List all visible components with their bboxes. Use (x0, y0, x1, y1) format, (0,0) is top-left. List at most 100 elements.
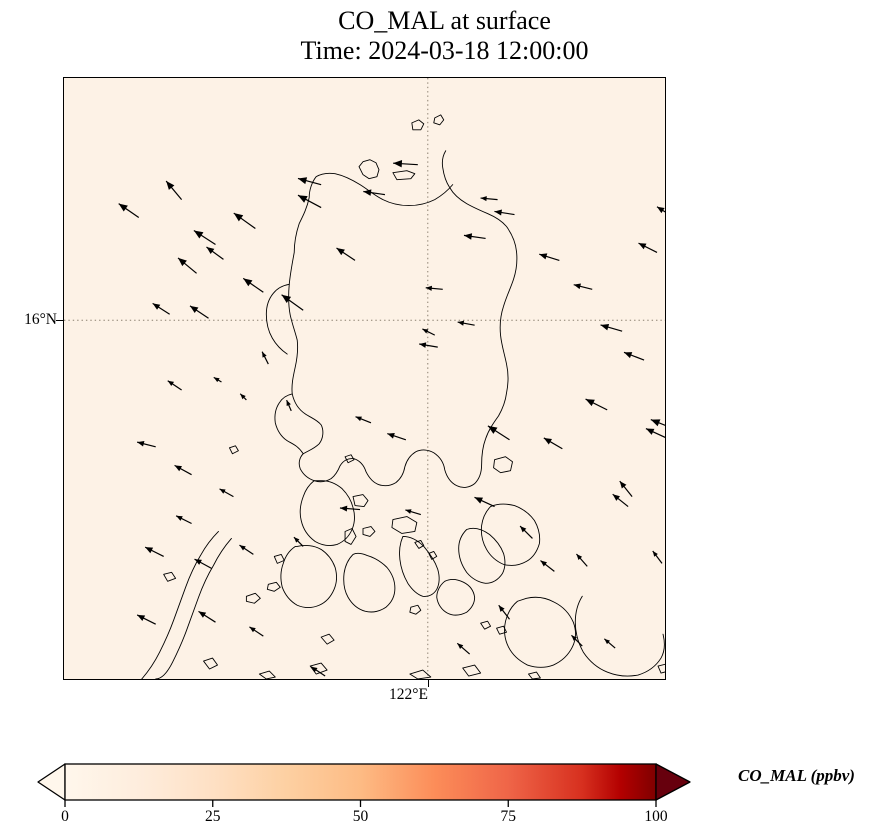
wind-arrow (144, 546, 164, 557)
coastline-catanduanes (493, 456, 513, 474)
coastlines (141, 114, 665, 679)
coastline-romblon (362, 526, 376, 537)
wind-arrow (419, 342, 438, 348)
wind-arrow (242, 277, 264, 293)
map-canvas (64, 78, 665, 679)
coastline-masbate (391, 516, 418, 534)
coastline-marinduque (352, 494, 369, 508)
wind-arrow (219, 488, 234, 498)
wind-arrow (310, 666, 326, 677)
wind-arrow (363, 189, 386, 196)
wind-arrow (152, 302, 170, 315)
coastline-islet-11 (273, 553, 285, 564)
wind-arrow (198, 610, 216, 623)
wind-arrow (619, 480, 633, 497)
coastline-sulu-2 (309, 662, 328, 675)
coastline-tablas (344, 528, 357, 545)
wind-arrow (213, 376, 222, 383)
coastline-sulu-1 (258, 670, 276, 679)
wind-arrow (249, 626, 264, 637)
colorbar-tick-label-25: 25 (205, 808, 221, 825)
wind-arrow (494, 209, 515, 216)
wind-arrow (387, 433, 407, 441)
wind-arrow (645, 427, 665, 439)
x-axis-label-122e: 122°E (389, 686, 428, 703)
colorbar-area[interactable]: 0 25 50 75 100 CO_MAL (ppbv) (0, 752, 889, 836)
coastline-negros (343, 552, 396, 613)
wind-arrow (498, 604, 510, 620)
coastline-luzon-west (265, 283, 290, 355)
wind-arrow (623, 351, 645, 361)
wind-arrow (175, 515, 192, 525)
wind-arrow (575, 553, 588, 567)
wind-arrow (136, 614, 156, 625)
wind-arrow (167, 380, 182, 391)
map-axes[interactable] (63, 77, 666, 680)
wind-arrow (405, 509, 421, 516)
wind-arrow (474, 496, 495, 508)
coastline-extra-1 (409, 669, 432, 679)
colorbar-tick-label-75: 75 (500, 808, 517, 825)
wind-arrow (519, 525, 533, 539)
wind-arrow (233, 212, 256, 229)
coastline-camiguin (433, 114, 445, 126)
wind-arrow (239, 393, 247, 401)
y-tick-mark-16n (56, 319, 63, 321)
coastline-extra-2 (462, 664, 482, 677)
coastline-islet-13 (229, 445, 239, 455)
coastline-islet-1 (245, 592, 261, 604)
wind-arrow (174, 464, 192, 476)
x-tick-mark-122e (427, 680, 429, 687)
colorbar-tick-label-50: 50 (352, 808, 369, 825)
coastline-samar (480, 503, 541, 566)
coastline-palawan (141, 531, 219, 679)
wind-arrow (281, 294, 304, 311)
wind-arrow (194, 558, 212, 569)
wind-arrow (463, 233, 486, 240)
wind-arrow (165, 180, 183, 200)
wind-arrow (422, 328, 436, 336)
wind-arrow (603, 638, 616, 649)
wind-arrow (600, 323, 623, 332)
figure-title-block: CO_MAL at surface Time: 2024-03-18 12:00… (0, 6, 889, 66)
wind-arrow (612, 493, 629, 508)
figure-subtitle-time: Time: 2024-03-18 12:00:00 (300, 36, 589, 65)
coastline-islet-2 (266, 581, 281, 592)
coastline-islet-14 (344, 454, 355, 464)
wind-arrow (539, 253, 560, 261)
coastline-mindanao-n (504, 596, 576, 668)
colorbar-extend-min (37, 763, 66, 801)
wind-arrow (118, 203, 140, 219)
wind-arrow (656, 206, 665, 214)
colorbar-unit-label: CO_MAL (ppbv) (738, 766, 855, 785)
coastline-islet-4 (428, 550, 438, 560)
coastline-islet-8 (657, 663, 665, 674)
wind-arrow (261, 351, 269, 365)
wind-arrow (480, 196, 498, 202)
wind-arrow (457, 320, 475, 326)
coastline-islet-9 (320, 633, 335, 645)
colorbar-tick-label-100: 100 (644, 808, 668, 825)
wind-arrow (573, 283, 593, 290)
y-axis-label-16n: 16°N (24, 311, 57, 328)
coastline-islet-5 (480, 620, 492, 630)
wind-arrow (425, 285, 443, 291)
coastline-leyte (458, 527, 506, 584)
wind-arrow (177, 257, 197, 274)
coastline-islet-6 (496, 625, 507, 635)
coastline-panay (280, 545, 337, 608)
coastline-mindoro (299, 480, 355, 546)
coastline-islet-3 (414, 540, 425, 549)
wind-arrow (193, 230, 216, 245)
colorbar[interactable] (30, 762, 702, 807)
wind-arrow (339, 505, 361, 512)
map-gridlines (64, 78, 665, 679)
wind-arrow (393, 160, 418, 168)
wind-arrow (652, 550, 663, 564)
colorbar-tick-marks (64, 800, 657, 807)
coastline-luzon-bataan (274, 393, 304, 455)
coastline-bohol (436, 579, 476, 616)
wind-arrow (487, 425, 510, 441)
colorbar-gradient-body[interactable] (64, 763, 657, 801)
wind-arrow (206, 246, 224, 260)
